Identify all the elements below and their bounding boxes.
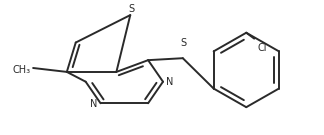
Text: N: N	[90, 99, 98, 109]
Text: N: N	[166, 77, 173, 87]
Text: CH₃: CH₃	[12, 65, 30, 75]
Text: Cl: Cl	[257, 43, 267, 53]
Text: S: S	[181, 38, 187, 48]
Text: S: S	[128, 4, 134, 14]
